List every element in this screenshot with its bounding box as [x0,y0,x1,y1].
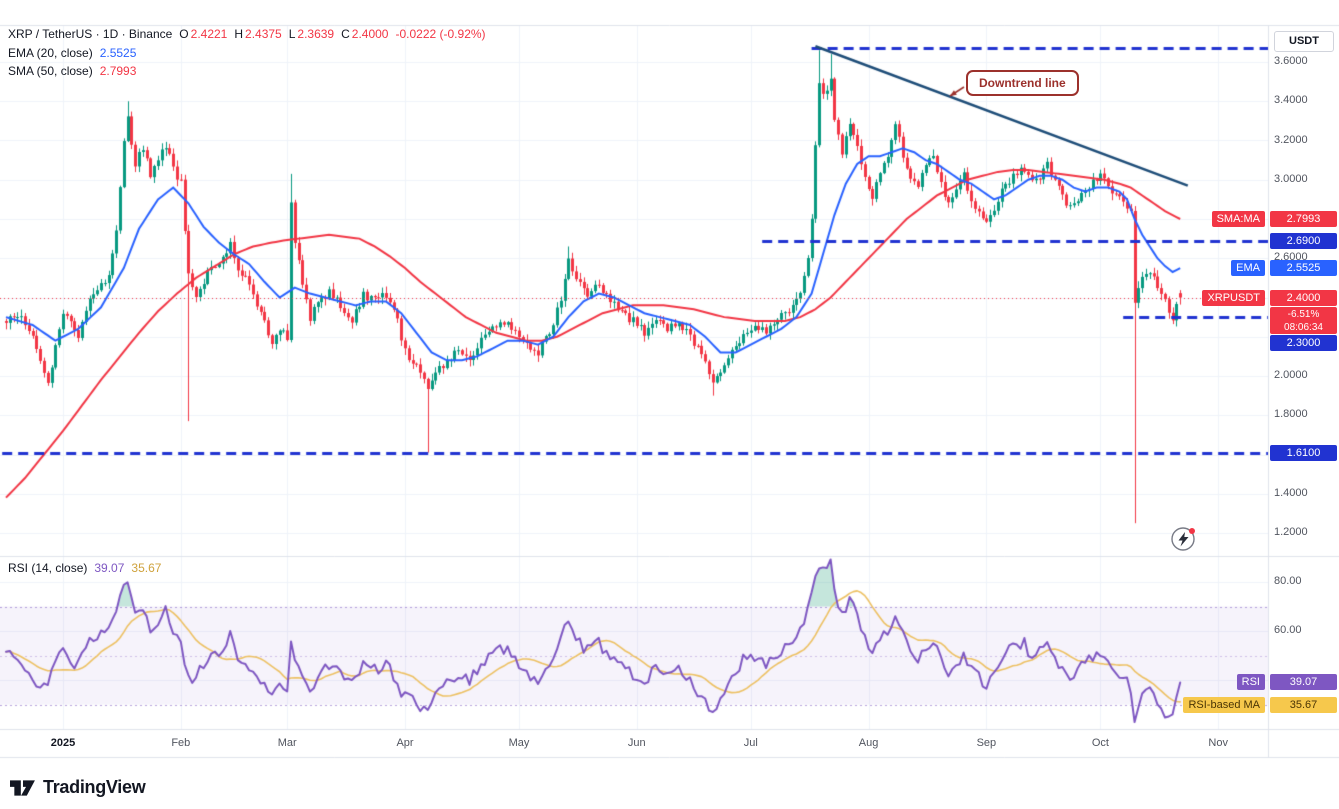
price-axis-tick: 3.0000 [1274,172,1308,185]
sma-indicator-value: 2.7993 [99,64,137,78]
price-axis-badge: 2.3000 [1270,335,1337,352]
price-axis-tick: 1.4000 [1274,486,1308,499]
time-axis-label: Sep [976,737,997,749]
rsi-indicator-value: 39.07 [94,561,125,575]
rsi-legend-row: RSI (14, close) 39.07 35.67 [8,561,161,575]
currency-unit-button[interactable]: USDT [1274,31,1334,52]
ema-legend-row: EMA (20, close) 2.5525 [8,46,136,60]
open-value: 2.4221 [190,27,228,41]
price-axis-tick: 1.8000 [1274,408,1308,421]
rsi-ma-value: 35.67 [131,561,162,575]
price-axis-tag: XRPUSDT [1202,289,1265,306]
rsi-axis-tag: RSI-based MA [1183,696,1265,713]
ohlc-close: C 2.4000 [341,27,388,41]
flash-alert-icon[interactable] [1169,524,1199,559]
price-axis-badge: 2.4000 [1270,289,1337,306]
price-axis-badge: 2.5525 [1270,259,1337,276]
downtrend-callout[interactable]: Downtrend line [966,70,1079,96]
rsi-axis-tick: 80.00 [1274,575,1302,587]
rsi-axis-tick: 60.00 [1274,624,1302,636]
sma-indicator-label[interactable]: SMA (50, close) [8,64,93,78]
sma-legend-row: SMA (50, close) 2.7993 [8,64,136,78]
time-axis-label: Apr [396,737,414,749]
time-axis-label: Nov [1208,737,1228,749]
price-countdown-badge: -6.51% 08:06:34 [1270,306,1337,334]
time-axis-label: Oct [1091,737,1109,749]
price-axis-tag: EMA [1231,259,1265,276]
low-value: 2.3639 [297,27,335,41]
symbol-legend-row: XRP / TetherUS · 1D · Binance O 2.4221 H… [8,27,486,41]
price-axis-tick: 2.0000 [1274,369,1308,381]
low-label: L [288,27,296,41]
symbol-title[interactable]: XRP / TetherUS · 1D · Binance [8,27,173,41]
close-label: C [341,27,350,41]
price-axis-badge: 2.7993 [1270,211,1337,228]
ohlc-low: L 2.3639 [289,27,334,41]
price-axis-tick: 1.2000 [1274,526,1308,538]
time-axis-label: Jun [627,737,646,749]
price-axis-badge: 2.6900 [1270,232,1337,249]
time-axis-label: 2025 [50,737,76,749]
rsi-axis-badge: 39.07 [1270,674,1337,691]
ema-indicator-value: 2.5525 [99,46,137,60]
high-value: 2.4375 [245,27,282,41]
time-axis-label: Mar [277,737,297,749]
brand-wordmark: TradingView [43,777,146,797]
time-axis-label: Jul [743,737,758,749]
rsi-axis-badge: 35.67 [1270,696,1337,713]
high-label: H [234,27,244,41]
rsi-axis-tag: RSI [1236,674,1265,691]
tradingview-logo-icon [10,779,35,796]
price-axis-tick: 3.4000 [1274,94,1308,107]
rsi-indicator-label[interactable]: RSI (14, close) [8,561,88,575]
time-axis-label: Feb [171,737,191,749]
ohlc-open: O 2.4221 [179,27,227,41]
open-label: O [179,27,189,41]
price-axis-tag: SMA:MA [1211,211,1265,228]
ohlc-high: H 2.4375 [234,27,281,41]
change-value: -0.0222 (-0.92%) [395,27,486,41]
price-axis-tick: 3.2000 [1274,133,1308,146]
time-axis-label: Aug [858,737,879,749]
ema-indicator-label[interactable]: EMA (20, close) [8,46,93,60]
price-axis-badge: 1.6100 [1270,444,1337,461]
close-value: 2.4000 [351,27,389,41]
time-axis-label: May [508,737,530,749]
price-axis-tick: 3.6000 [1274,55,1308,67]
footer-logo[interactable]: TradingView [10,777,146,798]
